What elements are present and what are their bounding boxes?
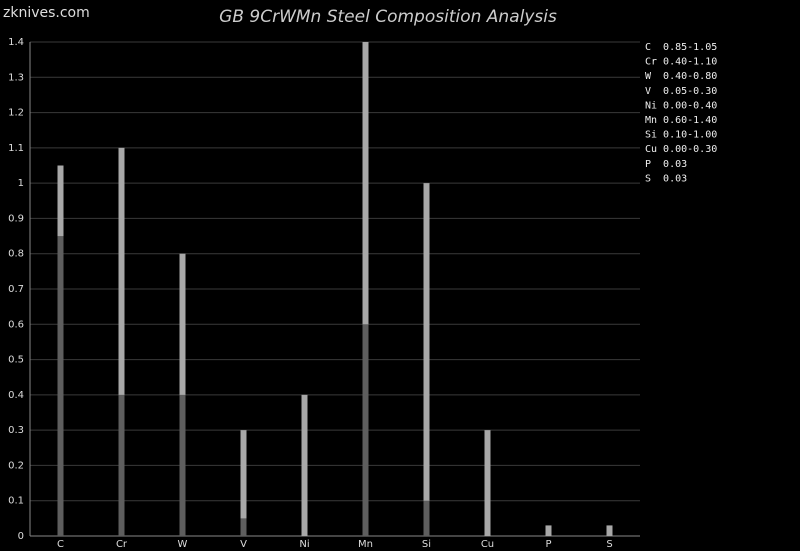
bar-max [179,253,186,536]
legend-entry: C 0.85-1.05 [645,42,717,53]
x-tick-label: Ni [299,539,309,550]
legend-entry: Mn 0.60-1.40 [645,115,717,126]
y-tick-label: 0.9 [8,213,24,224]
watermark: zknives.com [3,5,90,21]
legend-entry: Si 0.10-1.00 [645,130,717,141]
chart-title: GB 9CrWMn Steel Composition Analysis [219,7,557,27]
x-tick-label: V [240,539,247,550]
y-tick-label: 0.8 [8,249,24,260]
bar-max [301,394,308,536]
y-tick-label: 0.5 [8,355,24,366]
y-tick-label: 0.7 [8,284,24,295]
bar-min [423,500,430,536]
bar-min [118,394,125,536]
x-tick-label: Si [422,539,431,550]
bar-max [545,525,552,536]
bar-min [179,394,186,536]
y-tick-label: 0.1 [8,496,24,507]
y-tick-label: 0.4 [8,390,24,401]
legend-entry: S 0.03 [645,173,687,184]
legend-entry: V 0.05-0.30 [645,86,717,97]
bar-max [423,183,430,536]
bar-max [240,430,247,536]
y-tick-label: 1.3 [8,72,24,83]
legend-entry: Cu 0.00-0.30 [645,144,717,155]
bar-min [362,324,369,536]
y-tick-label: 0 [18,531,24,542]
y-tick-label: 1.4 [8,37,24,48]
y-tick-label: 1.1 [8,143,24,154]
legend-entry: W 0.40-0.80 [645,71,717,82]
y-tick-label: 1.2 [8,108,24,119]
legend-entry: P 0.03 [645,159,687,170]
bar-min [240,518,247,536]
x-tick-label: Mn [358,539,373,550]
legend-entry: Cr 0.40-1.10 [645,57,717,68]
bar-max [606,525,613,536]
y-tick-label: 0.2 [8,460,24,471]
y-tick-label: 0.3 [8,425,24,436]
x-tick-label: W [178,539,188,550]
x-tick-label: Cu [481,539,494,550]
bar-min [57,236,64,537]
bar-max [484,430,491,536]
x-tick-label: S [606,539,612,550]
bar-max [362,42,369,536]
legend-entry: Ni 0.00-0.40 [645,100,717,111]
bar-max [118,147,125,536]
x-tick-label: C [57,539,64,550]
y-tick-label: 1 [18,178,24,189]
x-tick-label: P [545,539,551,550]
y-tick-label: 0.6 [8,319,24,330]
x-tick-label: Cr [116,539,128,550]
